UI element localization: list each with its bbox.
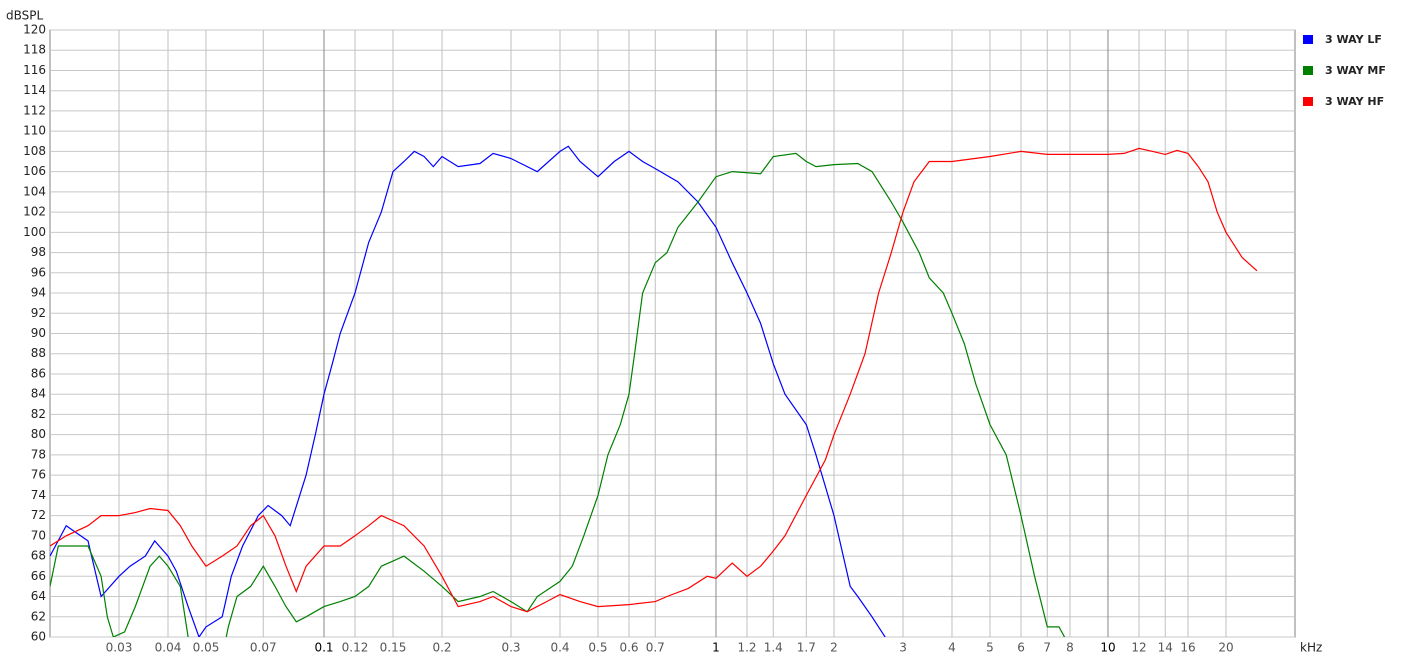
x-axis-label: kHz	[1300, 641, 1322, 655]
y-tick-label: 90	[31, 326, 46, 340]
x-tick-label: 12	[1131, 641, 1146, 655]
y-tick-label: 98	[31, 245, 46, 259]
y-tick-label: 102	[23, 205, 46, 219]
legend-label: 3 WAY LF	[1325, 33, 1382, 46]
y-tick-label: 88	[31, 346, 46, 360]
y-tick-label: 72	[31, 508, 46, 522]
x-tick-label: 14	[1158, 641, 1173, 655]
y-tick-label: 68	[31, 549, 46, 563]
x-tick-label: 0.07	[250, 641, 277, 655]
x-tick-label: 2	[830, 641, 838, 655]
y-tick-label: 60	[31, 630, 46, 644]
x-tick-label: 1	[712, 641, 720, 655]
x-tick-label: 0.2	[432, 641, 451, 655]
y-tick-label: 70	[31, 528, 46, 542]
y-tick-label: 94	[31, 286, 46, 300]
x-tick-label: 20	[1218, 641, 1233, 655]
y-tick-label: 74	[31, 488, 46, 502]
legend-swatch	[1303, 97, 1313, 106]
x-tick-label: 1.4	[764, 641, 783, 655]
x-tick-label: 0.3	[501, 641, 520, 655]
y-tick-label: 64	[31, 589, 46, 603]
y-tick-label: 78	[31, 447, 46, 461]
y-tick-label: 96	[31, 265, 46, 279]
legend-swatch	[1303, 66, 1313, 75]
x-tick-label: 0.5	[588, 641, 607, 655]
y-tick-label: 104	[23, 184, 46, 198]
x-tick-label: 7	[1043, 641, 1051, 655]
x-tick-label: 10	[1100, 641, 1115, 655]
x-tick-label: 6	[1017, 641, 1025, 655]
x-tick-label: 1.2	[737, 641, 756, 655]
y-tick-label: 120	[23, 23, 46, 37]
legend-swatch	[1303, 35, 1313, 44]
legend-label: 3 WAY MF	[1325, 64, 1386, 77]
x-tick-label: 0.6	[619, 641, 638, 655]
y-tick-label: 84	[31, 387, 46, 401]
x-tick-label: 0.15	[380, 641, 407, 655]
x-tick-label: 5	[986, 641, 994, 655]
x-tick-label: 0.05	[193, 641, 220, 655]
series-line	[50, 145, 886, 637]
y-tick-label: 92	[31, 306, 46, 320]
y-tick-label: 110	[23, 124, 46, 138]
x-tick-label: 1.7	[797, 641, 816, 655]
y-tick-label: 62	[31, 609, 46, 623]
x-tick-label: 0.12	[342, 641, 369, 655]
y-tick-label: 86	[31, 366, 46, 380]
legend-label: 3 WAY HF	[1325, 95, 1384, 108]
y-tick-label: 80	[31, 427, 46, 441]
y-tick-label: 108	[23, 144, 46, 158]
y-tick-label: 82	[31, 407, 46, 421]
x-tick-label: 0.4	[550, 641, 569, 655]
y-tick-label: 118	[23, 43, 46, 57]
y-tick-label: 112	[23, 103, 46, 117]
x-tick-label: 0.1	[314, 641, 333, 655]
x-tick-label: 0.03	[106, 641, 133, 655]
y-tick-label: 114	[23, 83, 46, 97]
y-tick-label: 106	[23, 164, 46, 178]
x-tick-label: 8	[1066, 641, 1074, 655]
y-tick-label: 116	[23, 63, 46, 77]
y-tick-label: 66	[31, 569, 46, 583]
x-tick-label: 4	[948, 641, 956, 655]
x-tick-label: 3	[899, 641, 907, 655]
x-tick-label: 16	[1180, 641, 1195, 655]
series-line	[50, 147, 1258, 613]
y-axis-label: dBSPL	[6, 9, 43, 23]
y-tick-label: 76	[31, 468, 46, 482]
x-tick-label: 0.04	[155, 641, 182, 655]
x-tick-label: 0.7	[646, 641, 665, 655]
series-line	[50, 152, 1066, 637]
y-tick-label: 100	[23, 225, 46, 239]
